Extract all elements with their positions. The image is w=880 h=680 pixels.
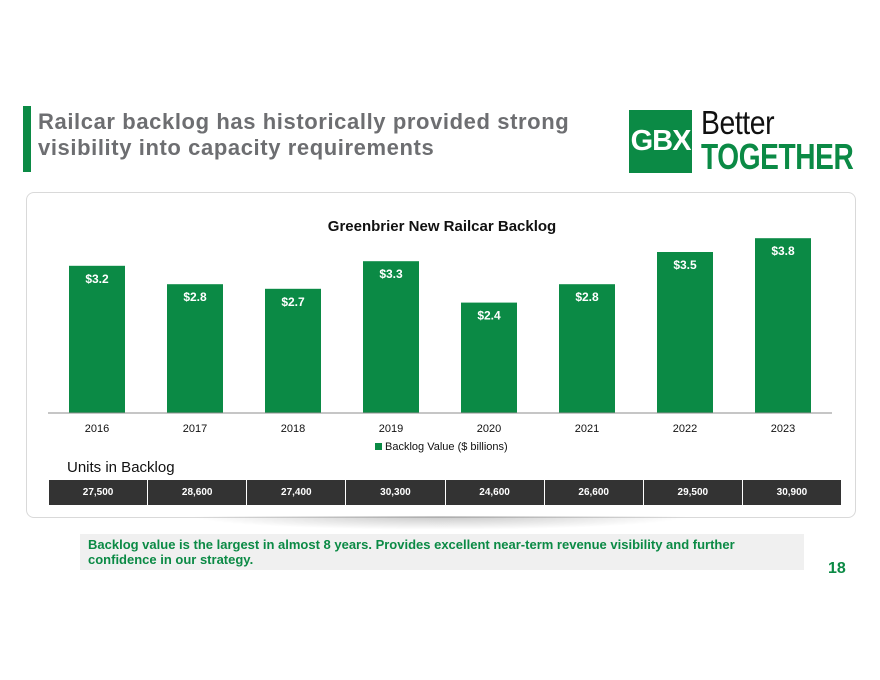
units-cell-2022: 29,500 <box>643 480 743 505</box>
legend-swatch <box>375 443 382 450</box>
gbx-logo: GBX Better TOGETHER <box>629 104 859 177</box>
logo-together-text: TOGETHER <box>701 136 854 177</box>
units-cell-2019: 30,300 <box>346 480 446 505</box>
bar-2022 <box>657 252 713 413</box>
bar-2023 <box>755 238 811 413</box>
slide-title-line-1: Railcar backlog has historically provide… <box>38 109 570 134</box>
logo-better-text: Better <box>701 104 775 141</box>
backlog-bar-chart: Greenbrier New Railcar Backlog $3.2 2016 $2… <box>48 218 832 453</box>
units-label: Units in Backlog <box>67 459 175 476</box>
page-number: 18 <box>828 560 846 577</box>
legend-label: Backlog Value ($ billions) <box>385 441 508 453</box>
data-label-2020: $2.4 <box>477 309 501 323</box>
bar-2016 <box>69 265 125 413</box>
data-label-2017: $2.8 <box>183 290 207 304</box>
bar-2021 <box>559 284 615 413</box>
units-cell-2021: 26,600 <box>544 480 644 505</box>
callout-text: Backlog value is the largest in almost 8… <box>88 537 735 567</box>
units-table-row: 27,500 28,600 27,400 30,300 24,600 26,600 29,5… <box>49 480 841 505</box>
chart-card <box>26 192 856 518</box>
units-cell-2016: 27,500 <box>49 480 149 505</box>
slide-title-line-2: visibility into capacity requirements <box>38 135 435 160</box>
title-accent-bar <box>23 106 31 172</box>
x-tick-label-2021: 2021 <box>575 423 599 435</box>
data-label-2021: $2.8 <box>575 290 599 304</box>
x-tick-label-2023: 2023 <box>771 423 795 435</box>
card-shadow <box>190 516 690 530</box>
units-cell-2020: 24,600 <box>445 480 545 505</box>
bar-2019 <box>363 261 419 413</box>
x-tick-label-2022: 2022 <box>673 423 697 435</box>
logo-mark: GBX <box>629 110 692 173</box>
data-label-2022: $3.5 <box>673 258 697 272</box>
bar-2018 <box>265 288 321 413</box>
callout-box: Backlog value is the largest in almost 8… <box>80 534 804 570</box>
slide-title: Railcar backlog has historically provide… <box>38 109 618 161</box>
chart-title: Greenbrier New Railcar Backlog <box>328 218 556 235</box>
units-cell-2018: 27,400 <box>247 480 347 505</box>
units-cell-2017: 28,600 <box>148 480 248 505</box>
data-label-2019: $3.3 <box>379 267 403 281</box>
x-tick-label-2019: 2019 <box>379 423 403 435</box>
bar-2020 <box>461 302 517 413</box>
x-tick-label-2016: 2016 <box>85 423 109 435</box>
x-tick-label-2017: 2017 <box>183 423 207 435</box>
data-label-2016: $3.2 <box>85 272 109 286</box>
x-tick-label-2018: 2018 <box>281 423 305 435</box>
bar-2017 <box>167 284 223 413</box>
units-cell-2023: 30,900 <box>742 480 841 505</box>
data-label-2023: $3.8 <box>771 244 795 258</box>
data-label-2018: $2.7 <box>281 295 305 309</box>
x-tick-label-2020: 2020 <box>477 423 501 435</box>
